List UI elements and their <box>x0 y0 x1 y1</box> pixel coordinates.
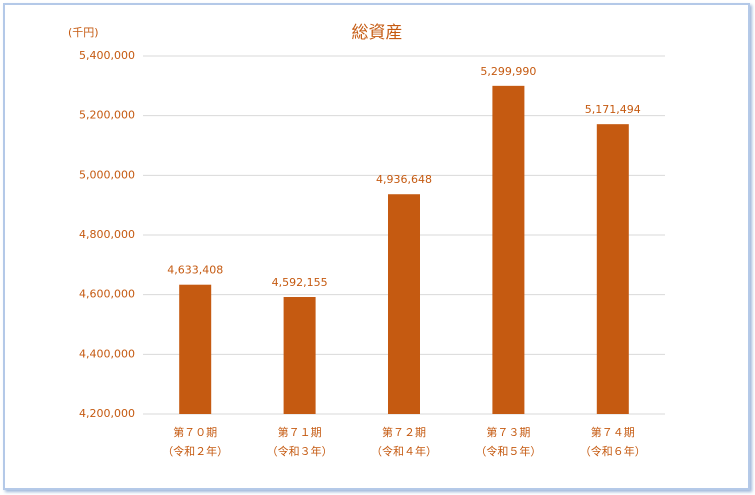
x-tick-label: （令和２年） <box>162 444 228 458</box>
bar <box>492 85 525 415</box>
value-label: 4,633,408 <box>167 264 223 277</box>
y-tick-label: 5,400,000 <box>79 49 135 62</box>
x-tick-label: （令和３年） <box>267 444 333 458</box>
x-tick-label: 第７４期 <box>591 425 635 439</box>
bar <box>283 297 316 414</box>
x-tick-label: （令和４年） <box>371 444 437 458</box>
y-tick-label: 5,200,000 <box>79 109 135 122</box>
x-tick-label: 第７２期 <box>382 425 426 439</box>
value-label: 4,936,648 <box>376 173 432 186</box>
x-tick-label: 第７３期 <box>486 425 530 439</box>
x-tick-label: 第７１期 <box>278 425 322 439</box>
y-tick-label: 4,200,000 <box>79 407 135 420</box>
y-tick-label: 5,000,000 <box>79 168 135 181</box>
x-tick-label: （令和６年） <box>580 444 646 458</box>
chart-title: 総資産 <box>352 23 403 43</box>
bar <box>388 194 420 414</box>
x-tick-label: （令和５年） <box>475 444 541 458</box>
value-label: 5,171,494 <box>585 103 641 116</box>
bar <box>179 284 212 414</box>
y-axis-unit: (千円) <box>68 26 99 39</box>
x-tick-label: 第７０期 <box>173 425 217 439</box>
y-tick-label: 4,600,000 <box>79 288 135 301</box>
y-tick-label: 4,400,000 <box>79 347 135 360</box>
bar <box>596 124 629 414</box>
y-tick-label: 4,800,000 <box>79 228 135 241</box>
value-label: 4,592,155 <box>272 276 328 289</box>
value-label: 5,299,990 <box>480 65 536 78</box>
